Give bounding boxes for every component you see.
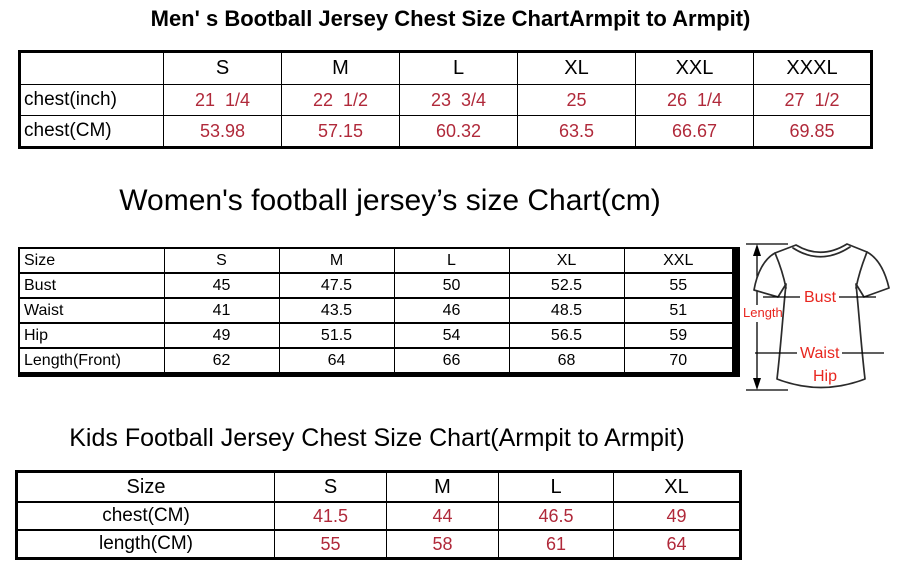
womens-chart-title: Women's football jersey’s size Chart(cm): [119, 184, 661, 217]
column-header: L: [399, 51, 518, 85]
row-label: Hip: [18, 322, 165, 349]
table-cell: 62: [163, 347, 280, 376]
row-label: Waist: [18, 297, 165, 324]
mens-chart-title: Men' s Bootball Jersey Chest Size ChartA…: [150, 6, 751, 31]
column-header: M: [278, 247, 395, 274]
table-cell: 46: [393, 297, 510, 324]
table-cell: 49: [163, 322, 280, 349]
bust-label: Bust: [804, 289, 837, 306]
table-cell: 59: [623, 322, 737, 349]
table-cell: 41.5: [274, 501, 387, 531]
table-cell: 55: [623, 272, 737, 299]
column-header: Size: [16, 470, 275, 503]
table-row: chest(CM) 41.5 44 46.5 49: [16, 501, 741, 531]
table-cell: 27 1/2: [753, 84, 872, 116]
column-header: XXL: [623, 247, 737, 274]
table-cell: 26 1/4: [635, 84, 754, 116]
length-label: Length: [743, 305, 783, 320]
table-cell: 69.85: [753, 115, 872, 148]
table-cell: 52.5: [508, 272, 625, 299]
womens-size-table: Size S M L XL XXL Bust 45 47.5 50 52.5 5…: [18, 247, 740, 377]
table-cell: 48.5: [508, 297, 625, 324]
table-cell: 51.5: [278, 322, 395, 349]
table-cell: 47.5: [278, 272, 395, 299]
arrowhead-down-icon: [753, 378, 761, 390]
table-row: Waist 41 43.5 46 48.5 51: [18, 297, 737, 324]
table-header-row: Size S M L XL XXL: [18, 247, 737, 274]
table-row: chest(inch) 21 1/4 22 1/2 23 3/4 25 26 1…: [19, 84, 872, 116]
row-label: chest(inch): [19, 84, 164, 116]
table-cell: 49: [613, 501, 741, 531]
table-cell: 64: [278, 347, 395, 376]
table-cell: 56.5: [508, 322, 625, 349]
arrowhead-up-icon: [753, 244, 761, 256]
table-cell: 61: [498, 529, 614, 560]
row-label: length(CM): [16, 529, 275, 560]
table-cell: 60.32: [399, 115, 518, 148]
table-cell: 23 3/4: [399, 84, 518, 116]
table-cell: 70: [623, 347, 737, 376]
table-cell: 68: [508, 347, 625, 376]
column-header: S: [163, 51, 282, 85]
table-header-row: S M L XL XXL XXXL: [19, 51, 872, 85]
table-cell: 43.5: [278, 297, 395, 324]
column-header: L: [393, 247, 510, 274]
column-header: S: [163, 247, 280, 274]
hip-label: Hip: [813, 368, 837, 385]
table-row: length(CM) 55 58 61 64: [16, 529, 741, 560]
column-header: S: [274, 470, 387, 503]
table-cell: 41: [163, 297, 280, 324]
row-label: chest(CM): [19, 115, 164, 148]
column-header: XL: [508, 247, 625, 274]
table-row: Hip 49 51.5 54 56.5 59: [18, 322, 737, 349]
waist-label: Waist: [800, 345, 840, 362]
table-cell: 44: [386, 501, 499, 531]
row-label: Bust: [18, 272, 165, 299]
row-label: chest(CM): [16, 501, 275, 531]
table-cell: 66.67: [635, 115, 754, 148]
table-cell: 25: [517, 84, 636, 116]
table-cell: 54: [393, 322, 510, 349]
table-row: Bust 45 47.5 50 52.5 55: [18, 272, 737, 299]
table-cell: 51: [623, 297, 737, 324]
column-header: XL: [517, 51, 636, 85]
column-header: Size: [18, 247, 165, 274]
table-header-row: Size S M L XL: [16, 470, 741, 503]
table-cell: 57.15: [281, 115, 400, 148]
table-cell: 64: [613, 529, 741, 560]
table-cell: 55: [274, 529, 387, 560]
column-header: [19, 51, 164, 85]
table-row: chest(CM) 53.98 57.15 60.32 63.5 66.67 6…: [19, 115, 872, 148]
tshirt-measurement-diagram: Length Bust Waist Hip: [743, 243, 890, 391]
table-cell: 66: [393, 347, 510, 376]
table-cell: 21 1/4: [163, 84, 282, 116]
column-header: XL: [613, 470, 741, 503]
kids-size-table: Size S M L XL chest(CM) 41.5 44 46.5 49 …: [15, 470, 742, 560]
column-header: M: [386, 470, 499, 503]
table-row: Length(Front) 62 64 66 68 70: [18, 347, 737, 376]
mens-size-table: S M L XL XXL XXXL chest(inch) 21 1/4 22 …: [18, 50, 873, 149]
column-header: XXXL: [753, 51, 872, 85]
table-cell: 63.5: [517, 115, 636, 148]
column-header: XXL: [635, 51, 754, 85]
table-cell: 58: [386, 529, 499, 560]
table-cell: 22 1/2: [281, 84, 400, 116]
kids-chart-title: Kids Football Jersey Chest Size Chart(Ar…: [69, 424, 685, 452]
table-cell: 53.98: [163, 115, 282, 148]
column-header: M: [281, 51, 400, 85]
table-cell: 50: [393, 272, 510, 299]
row-label: Length(Front): [18, 347, 165, 376]
table-cell: 46.5: [498, 501, 614, 531]
table-cell: 45: [163, 272, 280, 299]
column-header: L: [498, 470, 614, 503]
